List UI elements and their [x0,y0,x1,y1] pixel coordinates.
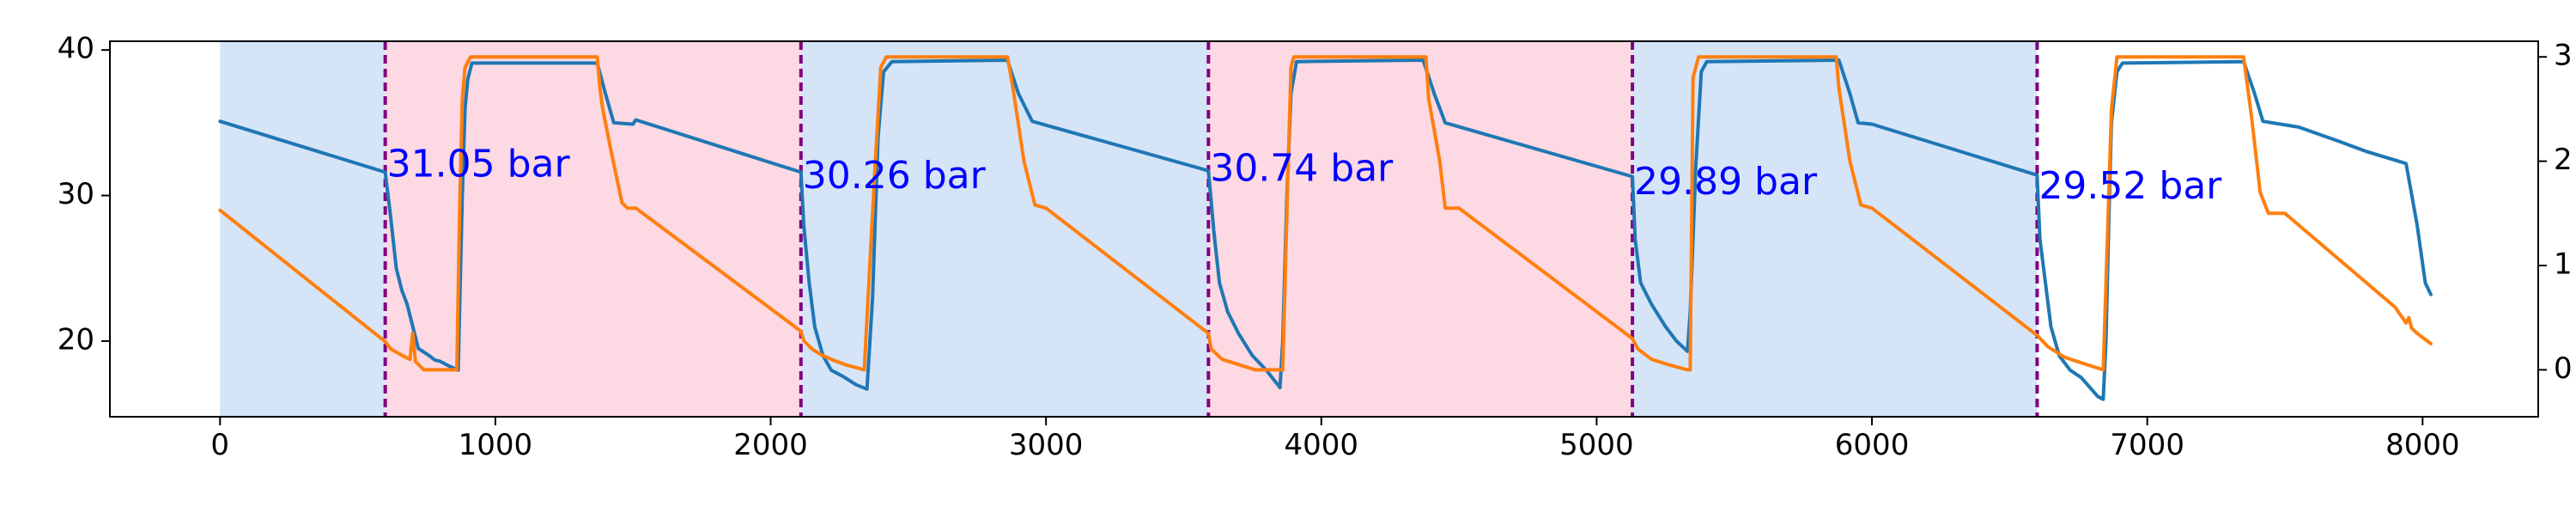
plot-frame [109,40,2539,418]
shaded-regions [220,41,2038,417]
x-tick-label: 0 [210,428,229,462]
x-tick-label: 3000 [1009,428,1084,462]
annotation-label-5: 29.52 bar [2038,164,2222,208]
y-tick-label: 20 [58,322,94,357]
secondary-series-line [218,55,2433,372]
annotation-label-2: 30.26 bar [803,154,987,198]
x-tick-label: 6000 [1835,428,1910,462]
annotation-label-3: 30.74 bar [1210,147,1394,191]
y2-tick-label: 0 [2554,351,2573,386]
x-tick-label: 4000 [1285,428,1359,462]
series-lines [218,55,2433,401]
y-axis-left: 20 30 40 [58,32,110,357]
y-axis-right: 0 1 2 3 [2538,39,2573,386]
x-axis: 0 1000 2000 3000 4000 5000 6000 7000 8000 [210,417,2460,462]
annotation-label-4: 29.89 bar [1634,160,1818,204]
y2-tick-label: 1 [2554,247,2573,281]
x-tick-label: 1000 [459,428,533,462]
region-band-3 [800,41,1209,417]
x-tick-label: 2000 [733,428,808,462]
region-band-4 [1208,41,1633,417]
region-band-1 [220,41,386,417]
x-tick-label: 7000 [2110,428,2184,462]
cycle-lines [383,41,2039,417]
y-tick-label: 30 [58,177,94,211]
y2-tick-label: 3 [2554,39,2573,73]
region-band-2 [385,41,801,417]
y-tick-label: 40 [58,32,94,66]
y2-tick-label: 2 [2554,143,2573,177]
pressure-series-line [218,58,2433,401]
pressure-annotations: 31.05 bar 30.26 bar 30.74 bar 29.89 bar 29.5… [387,143,2223,208]
x-tick-label: 8000 [2385,428,2460,462]
x-tick-label: 5000 [1559,428,1634,462]
annotation-label-1: 31.05 bar [387,143,571,186]
